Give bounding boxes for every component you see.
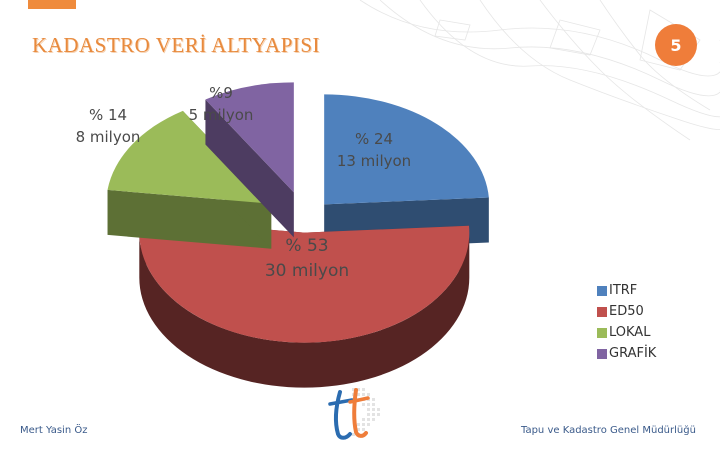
legend-label-itrf: ITRF (609, 283, 638, 298)
page-number-badge: 5 (655, 24, 697, 66)
legend-swatch-lokal (597, 327, 607, 338)
data-label-grafik-value: 5 milyon (188, 106, 254, 124)
legend-label-lokal: LOKAL (609, 325, 651, 340)
legend-item-grafik: GRAFİK (597, 343, 656, 364)
pie-slice-lokal (107, 110, 272, 204)
accent-bar (28, 0, 76, 9)
data-label-ed50-value: 30 milyon (264, 261, 350, 281)
data-label-lokal-value: 8 milyon (75, 128, 141, 146)
pie-side-ed50 (139, 232, 470, 388)
footer-author: Mert Yasin Öz (20, 425, 88, 436)
pie-slice-itrf (324, 94, 489, 205)
pie-wall-start-grafik (205, 99, 294, 238)
legend-item-ed50: ED50 (597, 301, 656, 322)
data-label-ed50: % 53 30 milyon (248, 234, 366, 284)
footer-organization: Tapu ve Kadastro Genel Müdürlüğü (521, 425, 696, 436)
contour-map-background (359, 0, 720, 141)
data-label-lokal-percent: % 14 (88, 106, 128, 124)
data-label-grafik-percent: %9 (209, 84, 233, 102)
legend-swatch-itrf (597, 285, 607, 296)
legend-item-lokal: LOKAL (597, 322, 656, 343)
data-label-itrf-percent: % 24 (354, 130, 394, 148)
slide-title: KADASTRO VERİ ALTYAPISI (32, 33, 321, 57)
data-label-itrf: % 24 13 milyon (328, 128, 420, 172)
legend-label-ed50: ED50 (609, 304, 644, 319)
legend-label-grafik: GRAFİK (609, 346, 657, 361)
data-label-itrf-value: 13 milyon (336, 152, 412, 170)
page-number: 5 (670, 35, 682, 55)
pie-slice-grafik (205, 82, 294, 193)
data-label-grafik: %9 5 milyon (178, 82, 264, 126)
data-label-lokal: % 14 8 milyon (68, 104, 148, 148)
chart-legend: ITRF ED50 LOKAL GRAFİK (597, 280, 656, 364)
tkgm-logo-icon (328, 388, 380, 440)
legend-swatch-grafik (597, 348, 607, 359)
pie-slice-ed50 (139, 218, 470, 343)
legend-swatch-ed50 (597, 306, 607, 317)
data-label-ed50-percent: % 53 (285, 236, 329, 256)
legend-item-itrf: ITRF (597, 280, 656, 301)
